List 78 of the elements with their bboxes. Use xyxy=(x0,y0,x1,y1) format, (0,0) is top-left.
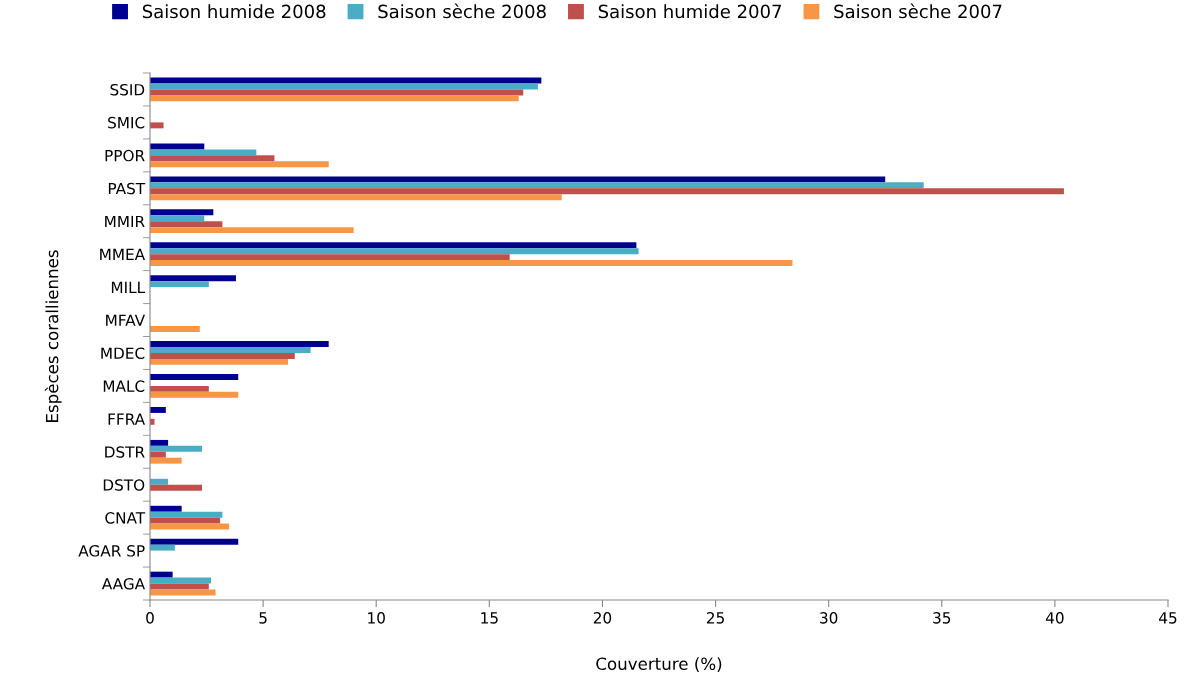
y-tick-label: CNAT xyxy=(105,512,146,524)
bar xyxy=(150,176,886,183)
bar xyxy=(150,188,1064,195)
y-tick-label: MALC xyxy=(103,380,145,392)
x-tick-label: 30 xyxy=(820,612,838,624)
x-axis-title: Couverture (%) xyxy=(596,657,722,673)
bar xyxy=(150,385,209,392)
x-tick-label: 15 xyxy=(481,612,498,624)
bar xyxy=(150,95,519,102)
y-tick-label: FFRA xyxy=(108,413,146,425)
bar xyxy=(150,182,924,189)
bar xyxy=(150,457,182,464)
y-tick-label: DSTR xyxy=(105,446,145,458)
bar xyxy=(150,254,510,261)
bar xyxy=(150,505,182,512)
bar xyxy=(150,358,288,365)
bar xyxy=(150,374,239,380)
bar xyxy=(150,511,223,518)
legend-label: Saison humide 2007 xyxy=(598,4,781,19)
bar xyxy=(150,523,230,530)
y-tick-label: AGAR SP xyxy=(78,545,145,557)
bar xyxy=(150,544,175,551)
y-tick-label: DSTO xyxy=(103,479,145,491)
y-tick-label: PAST xyxy=(108,182,146,195)
bar xyxy=(150,406,166,413)
legend-label: Saison sèche 2008 xyxy=(378,3,546,19)
y-tick-label: MDEC xyxy=(101,347,145,359)
y-tick-label: AAGA xyxy=(101,578,146,590)
bar xyxy=(150,122,164,129)
legend-label: Saison humide 2008 xyxy=(142,4,326,19)
bar xyxy=(150,143,205,150)
y-tick-label: MFAV xyxy=(106,314,146,326)
x-tick-label: 25 xyxy=(706,612,724,624)
bar xyxy=(150,227,354,234)
x-tick-label: 10 xyxy=(368,612,385,624)
bar xyxy=(150,451,166,458)
bar xyxy=(150,478,169,485)
bar xyxy=(150,161,329,168)
bar xyxy=(150,347,311,353)
x-tick-label: 0 xyxy=(146,612,154,624)
bar xyxy=(150,352,295,359)
bar xyxy=(150,194,562,201)
bar xyxy=(150,209,214,216)
bar xyxy=(150,589,216,596)
x-tick-label: 40 xyxy=(1045,612,1064,624)
x-tick-label: 5 xyxy=(259,612,267,624)
x-tick-label: 20 xyxy=(593,612,612,624)
bar xyxy=(150,281,209,288)
y-tick-label: MMEA xyxy=(100,248,146,260)
y-tick-label: PPOR xyxy=(105,149,145,162)
bar xyxy=(150,155,275,162)
bar xyxy=(150,538,239,545)
bar xyxy=(150,439,169,446)
bar xyxy=(150,149,257,156)
y-tick-label: SSID xyxy=(110,83,145,96)
bar xyxy=(150,77,542,84)
x-tick-label: 45 xyxy=(1159,612,1177,624)
y-tick-label: SMIC xyxy=(108,116,145,129)
bar xyxy=(150,325,200,332)
bar xyxy=(150,484,203,491)
bar xyxy=(150,577,212,584)
x-tick-label: 35 xyxy=(933,612,951,624)
y-axis-title: Espèces coralliennes xyxy=(44,250,62,422)
bar xyxy=(150,215,205,222)
bar xyxy=(150,341,329,348)
bar xyxy=(150,445,203,452)
bar xyxy=(150,571,173,578)
bar xyxy=(150,517,221,524)
bar xyxy=(150,89,524,96)
legend-label: Saison sèche 2007 xyxy=(834,3,1002,19)
bar xyxy=(150,391,239,398)
y-tick-label: MMIR xyxy=(105,215,145,228)
bar xyxy=(150,275,236,282)
bar xyxy=(150,221,223,228)
bar xyxy=(150,260,793,267)
y-tick-label: MILL xyxy=(111,281,146,293)
bar xyxy=(150,242,637,249)
bar xyxy=(150,248,639,255)
